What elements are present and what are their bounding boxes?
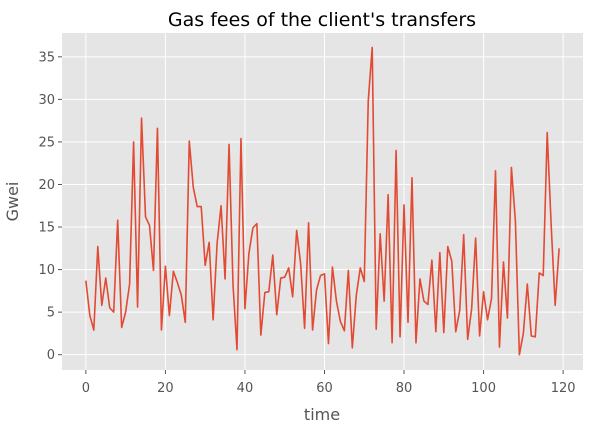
series-line [85,46,560,356]
x-tick-label: 100 [471,381,496,396]
y-tick-label: 25 [38,135,55,150]
y-tick-label: 35 [38,50,55,65]
x-axis-label: time [304,405,340,424]
x-tick-label: 20 [157,381,174,396]
x-tick-label: 120 [551,381,576,396]
x-axis-ticks: 0 20 40 60 80 100 120 [82,370,576,396]
y-axis-ticks: 0 5 10 15 20 25 30 35 [38,50,62,363]
x-tick-label: 60 [316,381,333,396]
x-tick-label: 0 [82,381,90,396]
chart-title: Gas fees of the client's transfers [168,9,476,31]
y-tick-label: 0 [47,348,55,363]
y-axis-label: Gwei [3,182,22,222]
y-tick-label: 5 [47,306,55,321]
y-tick-label: 20 [38,178,55,193]
x-tick-label: 80 [396,381,413,396]
y-tick-label: 10 [38,263,55,278]
y-tick-label: 30 [38,93,55,108]
x-tick-label: 40 [237,381,254,396]
y-tick-label: 15 [38,221,55,236]
